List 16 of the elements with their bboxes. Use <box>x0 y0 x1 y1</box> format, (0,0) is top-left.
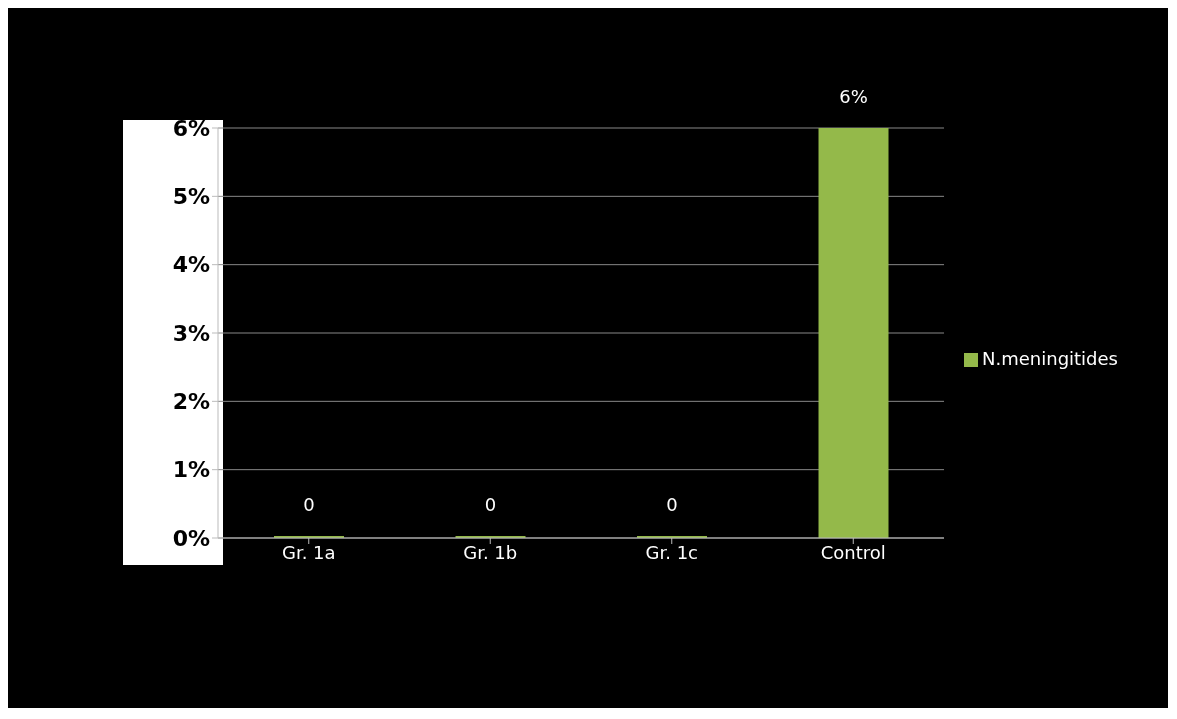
x-tick-label: Gr. 1a <box>281 541 336 563</box>
y-tick-label: 0% <box>172 525 210 551</box>
y-tick-label: 4% <box>172 252 210 278</box>
data-label: 0 <box>484 494 497 515</box>
y-tick-label: 3% <box>172 320 210 346</box>
y-tick-label: 1% <box>172 457 210 483</box>
x-tick-label: Control <box>820 541 886 563</box>
x-tick-label: Gr. 1b <box>463 541 518 563</box>
data-label: 0 <box>303 494 315 515</box>
y-tick-label: 6% <box>172 115 210 141</box>
y-tick-label: 2% <box>172 389 210 415</box>
legend-label: N.meningitides <box>982 347 1118 369</box>
x-tick-label: Gr. 1c <box>645 541 699 563</box>
data-label: 0 <box>666 494 678 515</box>
data-label: 6% <box>839 86 868 107</box>
y-tick-label: 5% <box>172 184 210 210</box>
